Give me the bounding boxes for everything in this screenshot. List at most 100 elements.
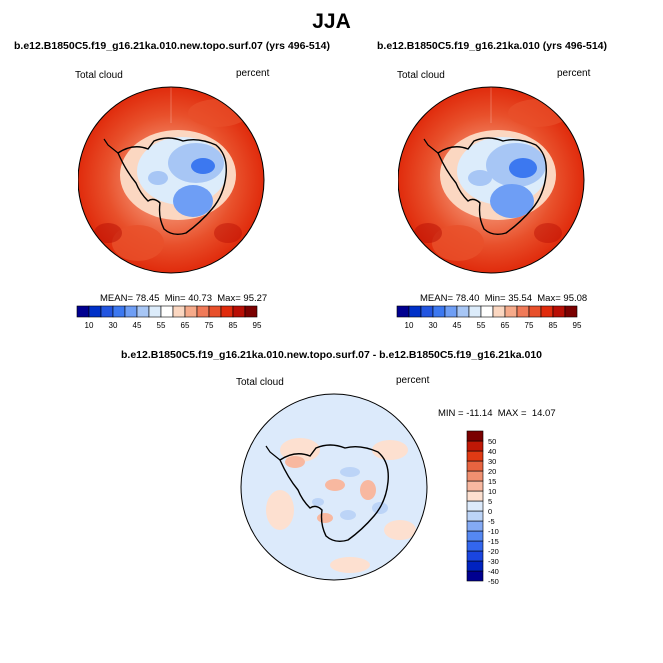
colorbar-tick-label: -50 [488, 577, 499, 586]
colorbar-tick-label: -20 [488, 547, 499, 556]
panel-2-mean-value: 78.40 [455, 293, 480, 304]
colorbar-tick-label: -10 [488, 527, 499, 536]
panel-2-units-label: percent [557, 68, 591, 79]
colorbar-tick-label: 0 [488, 507, 492, 516]
colorbar-tick-label: 85 [549, 321, 558, 330]
colorbar-tick-label: 75 [525, 321, 534, 330]
colorbar-swatch [466, 530, 484, 542]
panel-3-map [240, 393, 428, 581]
panel-2-title: b.e12.B1850C5.f19_g16.21ka.010 (yrs 496-… [377, 40, 607, 52]
colorbar-swatch [444, 305, 458, 318]
colorbar-swatch [466, 550, 484, 562]
colorbar-tick-label: -5 [488, 517, 495, 526]
panel-2-map [398, 86, 585, 274]
colorbar-tick-label: 10 [488, 487, 496, 496]
panel-3-variable-label: Total cloud [236, 377, 284, 388]
colorbar-swatch [492, 305, 506, 318]
colorbar-swatch [432, 305, 446, 318]
colorbar-swatch [466, 570, 484, 582]
colorbar-tick-label: 30 [429, 321, 438, 330]
colorbar-swatch [172, 305, 186, 318]
colorbar-tick-label: 95 [573, 321, 582, 330]
colorbar-swatch [88, 305, 102, 318]
colorbar-swatch [466, 560, 484, 572]
colorbar-tick-label: 45 [453, 321, 462, 330]
colorbar-swatch [112, 305, 126, 318]
colorbar-swatch [466, 480, 484, 492]
colorbar-tick-label: -15 [488, 537, 499, 546]
colorbar-tick-label: 5 [488, 497, 492, 506]
colorbar-swatch [466, 450, 484, 462]
colorbar-swatch [420, 305, 434, 318]
colorbar-swatch [466, 430, 484, 442]
colorbar-swatch [528, 305, 542, 318]
colorbar-tick-label: 50 [488, 437, 496, 446]
colorbar-swatch [466, 490, 484, 502]
panel-3-units-label: percent [396, 375, 430, 386]
page-title: JJA [312, 10, 351, 33]
colorbar-tick-label: 15 [488, 477, 496, 486]
panel-2-colorbar: 10 30 45 55 65 75 85 95 [396, 305, 582, 330]
colorbar-swatch [100, 305, 114, 318]
panel-2-min-value: 35.54 [508, 293, 532, 304]
colorbar-swatch [456, 305, 470, 318]
panel-3-min-value: -11.14 [466, 408, 493, 419]
colorbar-tick-label: 20 [488, 467, 496, 476]
colorbar-swatch [466, 440, 484, 452]
colorbar-tick-label: 10 [405, 321, 414, 330]
colorbar-tick-label: 30 [488, 457, 496, 466]
panel-3-stats: MIN = -11.14 MAX = 14.07 [438, 408, 556, 419]
panel-2-stats: MEAN= 78.40 Min= 35.54 Max= 95.08 [420, 293, 587, 304]
colorbar-swatch [516, 305, 530, 318]
colorbar-swatch [148, 305, 162, 318]
colorbar-tick-label: 40 [488, 447, 496, 456]
panel-1-max-label: Max= [217, 293, 241, 304]
panel-1-min-label: Min= [164, 293, 186, 304]
colorbar-swatch [160, 305, 174, 318]
colorbar-tick-label: 10 [85, 321, 94, 330]
panel-1-units-label: percent [236, 68, 270, 79]
panel-1-stats: MEAN= 78.45 Min= 40.73 Max= 95.27 [100, 293, 267, 304]
colorbar-tick-label: 95 [253, 321, 262, 330]
panel-1-title: b.e12.B1850C5.f19_g16.21ka.010.new.topo.… [14, 40, 330, 52]
colorbar-swatch [136, 305, 150, 318]
colorbar-swatch [244, 305, 258, 318]
colorbar-swatch [76, 305, 90, 318]
colorbar-swatch [480, 305, 494, 318]
colorbar-swatch [540, 305, 554, 318]
colorbar-swatch [552, 305, 566, 318]
colorbar-swatch [396, 305, 410, 318]
colorbar-swatch [220, 305, 234, 318]
colorbar-swatch [232, 305, 246, 318]
panel-2-max-value: 95.08 [563, 293, 588, 304]
panel-3-title: b.e12.B1850C5.f19_g16.21ka.010.new.topo.… [120, 349, 543, 361]
colorbar-swatch [208, 305, 222, 318]
colorbar-swatch [466, 500, 484, 512]
colorbar-tick-label: 30 [109, 321, 118, 330]
colorbar-swatch [466, 470, 484, 482]
panel-1-mean-value: 78.45 [135, 293, 160, 304]
colorbar-tick-label: 55 [477, 321, 486, 330]
colorbar-tick-label: 75 [205, 321, 214, 330]
colorbar-swatch [184, 305, 198, 318]
panel-1-min-value: 40.73 [188, 293, 212, 304]
colorbar-swatch [468, 305, 482, 318]
colorbar-tick-label: 65 [181, 321, 190, 330]
panel-2-variable-label: Total cloud [397, 70, 445, 81]
panel-2-mean-label: MEAN= [420, 293, 453, 304]
colorbar-swatch [408, 305, 422, 318]
panel-1-mean-label: MEAN= [100, 293, 133, 304]
colorbar-swatch [504, 305, 518, 318]
colorbar-tick-label: -40 [488, 567, 499, 576]
colorbar-swatch [196, 305, 210, 318]
panel-1-colorbar: 10 30 45 55 65 75 85 95 [76, 305, 262, 330]
colorbar-swatch [466, 510, 484, 522]
colorbar-tick-label: 85 [229, 321, 238, 330]
panel-2-min-label: Min= [484, 293, 506, 304]
panel-3-max-label: MAX = [497, 408, 527, 419]
panel-3-max-value: 14.07 [531, 408, 556, 419]
panel-2-coastline [437, 137, 547, 236]
colorbar-swatch [466, 540, 484, 552]
colorbar-swatch [466, 460, 484, 472]
